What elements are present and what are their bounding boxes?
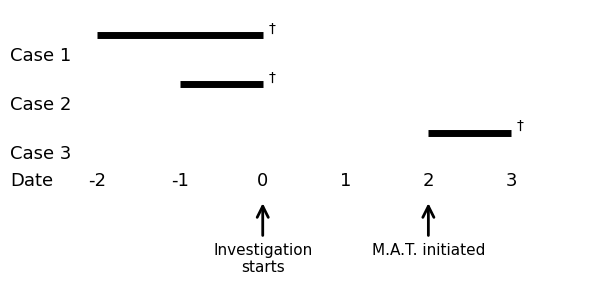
Text: M.A.T. initiated: M.A.T. initiated — [371, 243, 485, 257]
Text: †: † — [517, 119, 524, 133]
Text: †: † — [269, 22, 275, 36]
Text: Case 2: Case 2 — [10, 96, 71, 114]
Text: Case 3: Case 3 — [10, 145, 71, 163]
Text: 0: 0 — [257, 173, 268, 190]
Text: -2: -2 — [88, 173, 106, 190]
Text: Case 1: Case 1 — [10, 47, 71, 65]
Text: Date: Date — [10, 173, 53, 190]
Text: 2: 2 — [422, 173, 434, 190]
Text: 1: 1 — [340, 173, 351, 190]
Text: 3: 3 — [505, 173, 517, 190]
Text: †: † — [269, 71, 275, 85]
Text: Investigation
starts: Investigation starts — [213, 243, 313, 275]
Text: -1: -1 — [171, 173, 189, 190]
